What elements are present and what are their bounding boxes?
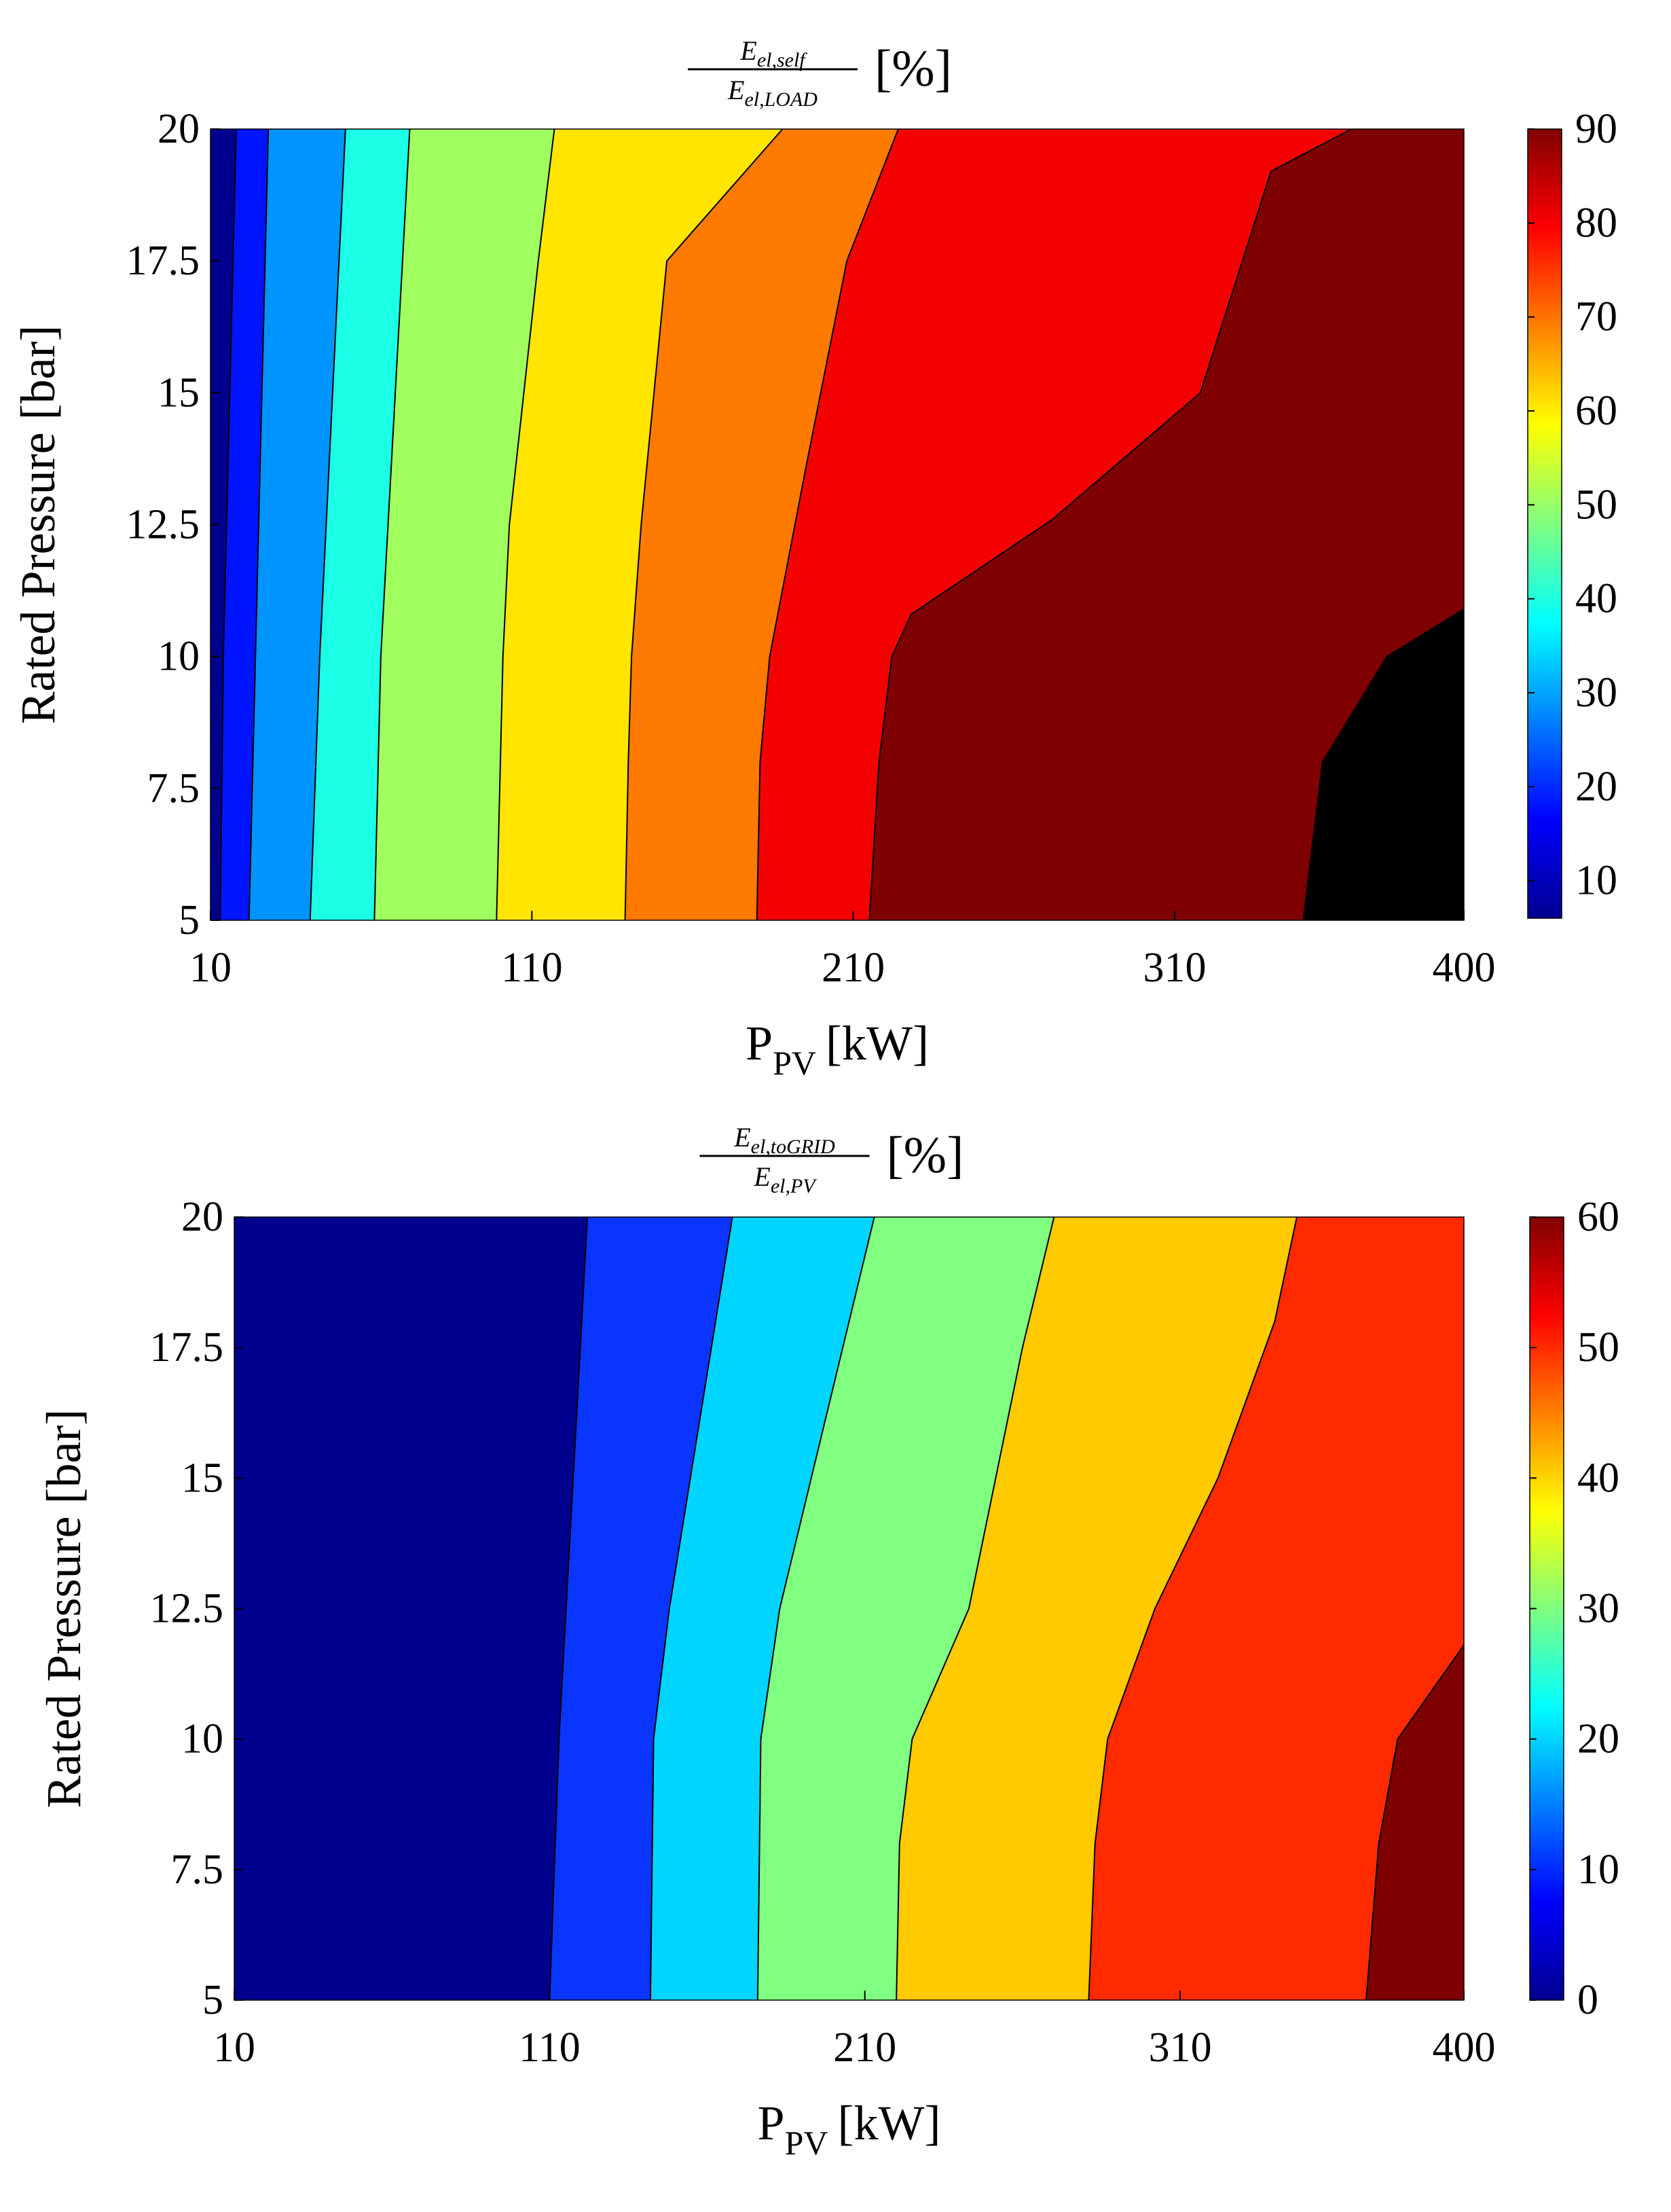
contour-line-60 <box>1365 1644 1464 2000</box>
colorbar-tick-label: 30 <box>1577 1586 1619 1632</box>
colorbar-tick-label: 40 <box>1575 576 1617 622</box>
y-tick-label: 7.5 <box>147 765 200 812</box>
colorbar-tick-label: 0 <box>1577 1977 1598 2023</box>
x-axis-label-main: P <box>758 2096 785 2150</box>
x-tick-label: 10 <box>189 945 232 991</box>
contour-line-60 <box>624 129 784 920</box>
y-tick-label: 12.5 <box>150 1586 224 1632</box>
contour-region-band-5 <box>1088 1217 1464 2000</box>
x-tick-label: 310 <box>1149 2025 1212 2071</box>
contour-region-band-9 <box>1303 609 1464 920</box>
contour-line-30 <box>309 129 346 920</box>
colorbar-tick-label: 30 <box>1575 670 1617 716</box>
y-tick-label: 5 <box>179 897 200 943</box>
x-axis-label: PPV [kW] <box>758 2096 941 2162</box>
contour-line-80 <box>868 129 1352 920</box>
x-tick-label: 400 <box>1433 945 1496 991</box>
y-tick-label: 10 <box>181 1716 223 1762</box>
colorbar-tick-label: 90 <box>1575 106 1617 152</box>
title-denominator: Eel,PV <box>753 1161 818 1197</box>
colorbar-tick-label: 60 <box>1577 1194 1619 1240</box>
colorbar-tick-label: 10 <box>1577 1847 1619 1893</box>
contour-region-band-8 <box>869 129 1464 920</box>
y-tick-label: 10 <box>158 634 200 680</box>
colorbar-tick-label: 60 <box>1575 388 1617 434</box>
title-numerator-main: E <box>733 1122 750 1153</box>
contour-line-50 <box>1088 1217 1298 2000</box>
y-tick-label: 15 <box>158 369 200 416</box>
contour-line-30 <box>756 1217 875 2000</box>
contour-line-40 <box>373 129 411 920</box>
contour-line-20 <box>649 1217 733 2000</box>
x-axis-label-subscript: PV <box>773 1044 816 1082</box>
y-axis-label: Rated Pressure [bar] <box>37 1409 91 1809</box>
x-axis-label: PPV [kW] <box>746 1016 929 1082</box>
y-tick-label: 17.5 <box>150 1324 224 1371</box>
self-consumption-contour-chart: 5 7.5 10 12.5 15 17.5 20 10 110 210 310 400 PPV [kW] R… <box>11 35 1617 1082</box>
title-denominator: Eel,LOAD <box>727 75 818 111</box>
y-tick-label: 7.5 <box>171 1847 224 1893</box>
axes-frame <box>234 1216 1465 2001</box>
title-denominator-subscript: el,LOAD <box>744 88 818 111</box>
colorbar-tick-label: 50 <box>1577 1324 1619 1371</box>
plot-area <box>234 1217 1464 2000</box>
x-tick-label: 400 <box>1433 2025 1496 2071</box>
contour-line-50 <box>496 129 555 920</box>
contour-region-band-6 <box>1366 1645 1464 2000</box>
title-numerator-subscript: el,self <box>757 49 807 71</box>
y-tick-label: 17.5 <box>126 238 200 284</box>
y-tick-label: 15 <box>181 1455 223 1501</box>
colorbar-tick-label: 80 <box>1575 200 1617 246</box>
title-denominator-main: E <box>727 75 744 105</box>
x-tick-label: 210 <box>833 2025 896 2071</box>
colorbar-tick-label: 20 <box>1575 763 1617 810</box>
colorbar: 10 20 30 40 50 60 70 80 90 <box>1527 106 1617 919</box>
contour-line-90 <box>1302 608 1464 920</box>
x-axis-label-unit: [kW] <box>826 1016 929 1070</box>
title-unit: [%] <box>887 1127 964 1184</box>
x-axis-label-main: P <box>746 1016 773 1070</box>
title-numerator-subscript: el,toGRID <box>751 1136 835 1158</box>
x-tick-label: 110 <box>519 2025 581 2071</box>
title-numerator-main: E <box>739 35 756 66</box>
colorbar: 0 10 20 30 40 50 60 <box>1529 1194 1619 2023</box>
contour-line-10 <box>219 129 237 920</box>
colorbar-tick-label: 40 <box>1577 1455 1619 1501</box>
y-axis-label: Rated Pressure [bar] <box>11 325 65 725</box>
x-tick-label: 210 <box>822 945 885 991</box>
y-tick-label: 12.5 <box>126 502 200 548</box>
contour-line-10 <box>549 1217 589 2000</box>
title-unit: [%] <box>875 40 952 97</box>
x-axis-label-unit: [kW] <box>838 2096 941 2150</box>
title-numerator: Eel,self <box>739 35 807 71</box>
colorbar-tick-label: 50 <box>1575 482 1617 528</box>
title-denominator-main: E <box>753 1161 770 1192</box>
contour-line-40 <box>896 1217 1055 2000</box>
y-tick-label: 20 <box>158 106 200 152</box>
contour-line-20 <box>248 129 270 920</box>
x-tick-label: 310 <box>1143 945 1207 991</box>
axes-frame <box>210 128 1465 921</box>
title-numerator: Eel,toGRID <box>733 1122 835 1158</box>
x-tick-label: 10 <box>213 2025 255 2071</box>
y-tick-label: 20 <box>181 1194 223 1240</box>
colorbar-gradient <box>1527 128 1562 919</box>
x-axis-label-subscript: PV <box>785 2124 828 2162</box>
colorbar-tick-label: 20 <box>1577 1716 1619 1762</box>
y-tick-label: 5 <box>202 1977 223 2023</box>
colorbar-tick-label: 70 <box>1575 294 1617 340</box>
colorbar-tick-label: 10 <box>1575 858 1617 904</box>
contour-line-70 <box>756 129 899 920</box>
plot-area <box>210 129 1464 920</box>
title-denominator-subscript: el,PV <box>771 1175 818 1197</box>
x-tick-label: 110 <box>501 945 563 991</box>
